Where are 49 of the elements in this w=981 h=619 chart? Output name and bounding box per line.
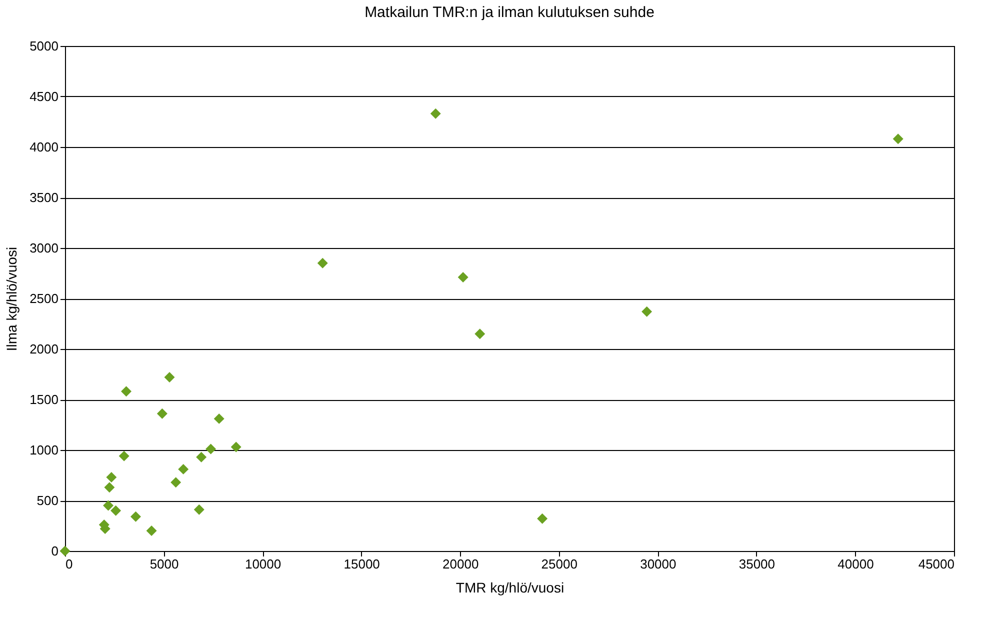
x-tick-label: 5000 — [150, 556, 179, 572]
chart-title: Matkailun TMR:n ja ilman kulutuksen suhde — [364, 4, 654, 21]
point — [196, 452, 207, 462]
x-tick-label: 40000 — [838, 556, 874, 572]
y-tick-label: 4000 — [30, 140, 58, 154]
point — [170, 477, 182, 488]
y-tick-label: 2000 — [30, 342, 58, 356]
point — [194, 504, 204, 515]
x-tick-label: 25000 — [541, 556, 578, 572]
point — [164, 372, 175, 383]
point — [103, 500, 114, 511]
y-tick-label: 3500 — [30, 190, 58, 205]
point — [214, 413, 224, 424]
point — [458, 272, 468, 283]
x-tick-label: 0 — [66, 556, 73, 572]
y-axis-title: Ilma kg/hlö/vuosi — [4, 246, 20, 352]
point — [106, 472, 117, 483]
point — [130, 511, 141, 522]
point — [146, 526, 157, 536]
y-tick-label: 4500 — [30, 89, 58, 104]
point — [206, 444, 216, 454]
x-tick-label: 30000 — [640, 556, 676, 572]
y-tick-label: 0 — [51, 544, 58, 558]
y-tick-label: 1500 — [30, 392, 58, 407]
point — [121, 386, 132, 397]
x-tick-label: 10000 — [244, 556, 282, 572]
point — [474, 328, 486, 340]
y-tick-label: 5000 — [30, 38, 58, 54]
x-tick-label: 45000 — [918, 556, 954, 572]
point — [430, 108, 441, 119]
point — [178, 464, 189, 474]
y-tick-label: 1000 — [30, 442, 58, 458]
y-tick-label: 3000 — [30, 240, 58, 256]
point — [156, 408, 168, 419]
point — [537, 513, 548, 524]
point — [642, 306, 652, 317]
point — [118, 450, 130, 462]
x-tick-label: 20000 — [442, 556, 479, 572]
point — [230, 442, 242, 452]
x-tick-label: 15000 — [344, 556, 380, 572]
x-axis-title: TMR kg/hlö/vuosi — [456, 580, 564, 596]
point — [60, 546, 70, 556]
point — [317, 258, 328, 268]
y-tick-label: 2500 — [30, 291, 58, 306]
x-tick-label: 35000 — [738, 556, 776, 572]
point — [110, 505, 122, 516]
point — [892, 134, 904, 144]
y-tick-label: 500 — [36, 493, 58, 508]
point — [104, 482, 115, 493]
